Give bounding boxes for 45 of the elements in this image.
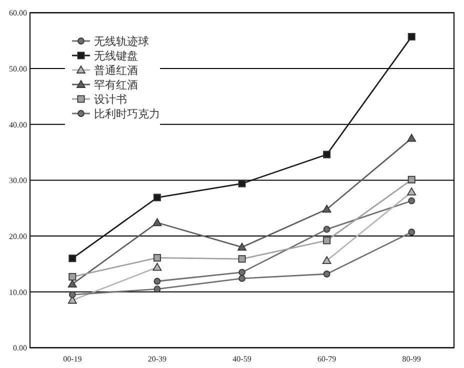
point: [238, 268, 246, 276]
point: [238, 180, 246, 188]
legend-label: 普通红酒: [94, 64, 138, 77]
point: [408, 176, 416, 184]
legend-label: 比利时巧克力: [94, 108, 160, 120]
point: [407, 187, 416, 196]
point: [153, 194, 161, 202]
x-tick-label: 60-79: [317, 354, 336, 364]
x-tick-label: 80-99: [402, 354, 421, 364]
y-tick-label: 30.00: [9, 176, 27, 186]
point: [238, 255, 246, 263]
y-tick-label: 0.00: [13, 344, 27, 353]
y-tick-label: 60.00: [9, 8, 27, 18]
point: [238, 275, 246, 282]
y-tick-label: 10.00: [9, 288, 27, 297]
point: [322, 204, 332, 213]
point: [154, 286, 161, 293]
point: [407, 134, 416, 142]
point: [238, 242, 246, 251]
x-tick-label: 40-59: [232, 354, 252, 364]
point: [323, 150, 331, 158]
x-tick-label: 00-19: [63, 354, 82, 364]
point: [152, 218, 162, 226]
point: [68, 273, 76, 281]
x-tick-label: 20-39: [148, 354, 167, 364]
point: [68, 291, 76, 298]
point: [322, 256, 332, 264]
point: [323, 226, 330, 233]
legend-label: 无线键盘: [94, 50, 138, 62]
point: [408, 32, 416, 40]
point: [323, 270, 330, 278]
point: [153, 254, 161, 262]
point: [408, 197, 416, 204]
point: [323, 236, 331, 244]
point: [68, 254, 76, 262]
legend-label: 无线轨迹球: [94, 35, 149, 48]
legend-label: 设计书: [94, 93, 127, 106]
point: [152, 262, 162, 271]
point: [68, 280, 77, 288]
y-tick-label: 50.00: [9, 64, 27, 74]
point: [154, 278, 161, 285]
point: [408, 228, 416, 236]
y-tick-label: 20.00: [9, 232, 27, 242]
legend-label: 罕有红酒: [94, 78, 138, 92]
y-tick-label: 40.00: [9, 120, 27, 130]
